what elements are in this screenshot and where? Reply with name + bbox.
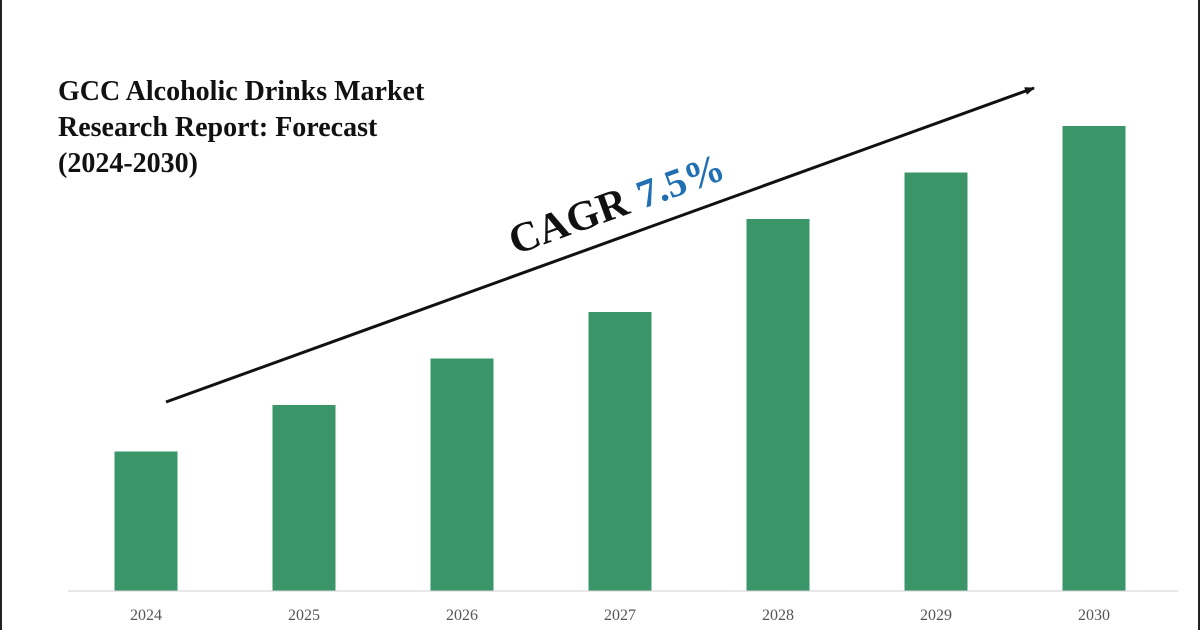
- bar-2027: [588, 312, 652, 591]
- cagr-value: 7.5%: [630, 144, 730, 217]
- x-tick-labels: 2024 2025 2026 2027 2028 2029 2030: [130, 607, 1110, 624]
- x-tick-label-2029: 2029: [920, 607, 952, 624]
- bar-2024: [114, 451, 178, 591]
- cagr-label: CAGR: [503, 179, 636, 265]
- bar-2029: [904, 172, 968, 591]
- x-tick-label-2027: 2027: [604, 607, 636, 624]
- bar-2026: [430, 358, 494, 591]
- x-tick-label-2030: 2030: [1078, 607, 1110, 624]
- bars-group: [114, 126, 1126, 591]
- trend-arrow: [165, 86, 1035, 404]
- bar-2030: [1062, 126, 1126, 591]
- chart-title-line-1: GCC Alcoholic Drinks Market: [58, 76, 425, 107]
- cagr-annotation: CAGR 7.5%: [503, 144, 731, 264]
- x-tick-label-2026: 2026: [446, 607, 478, 624]
- chart-title: GCC Alcoholic Drinks Market Research Rep…: [58, 74, 518, 182]
- x-tick-label-2028: 2028: [762, 607, 794, 624]
- chart-title-line-3: (2024-2030): [58, 148, 198, 179]
- x-tick-label-2025: 2025: [288, 607, 320, 624]
- x-tick-label-2024: 2024: [130, 607, 162, 624]
- bar-2028: [746, 219, 810, 591]
- bar-2025: [272, 405, 336, 591]
- chart-title-line-2: Research Report: Forecast: [58, 112, 378, 143]
